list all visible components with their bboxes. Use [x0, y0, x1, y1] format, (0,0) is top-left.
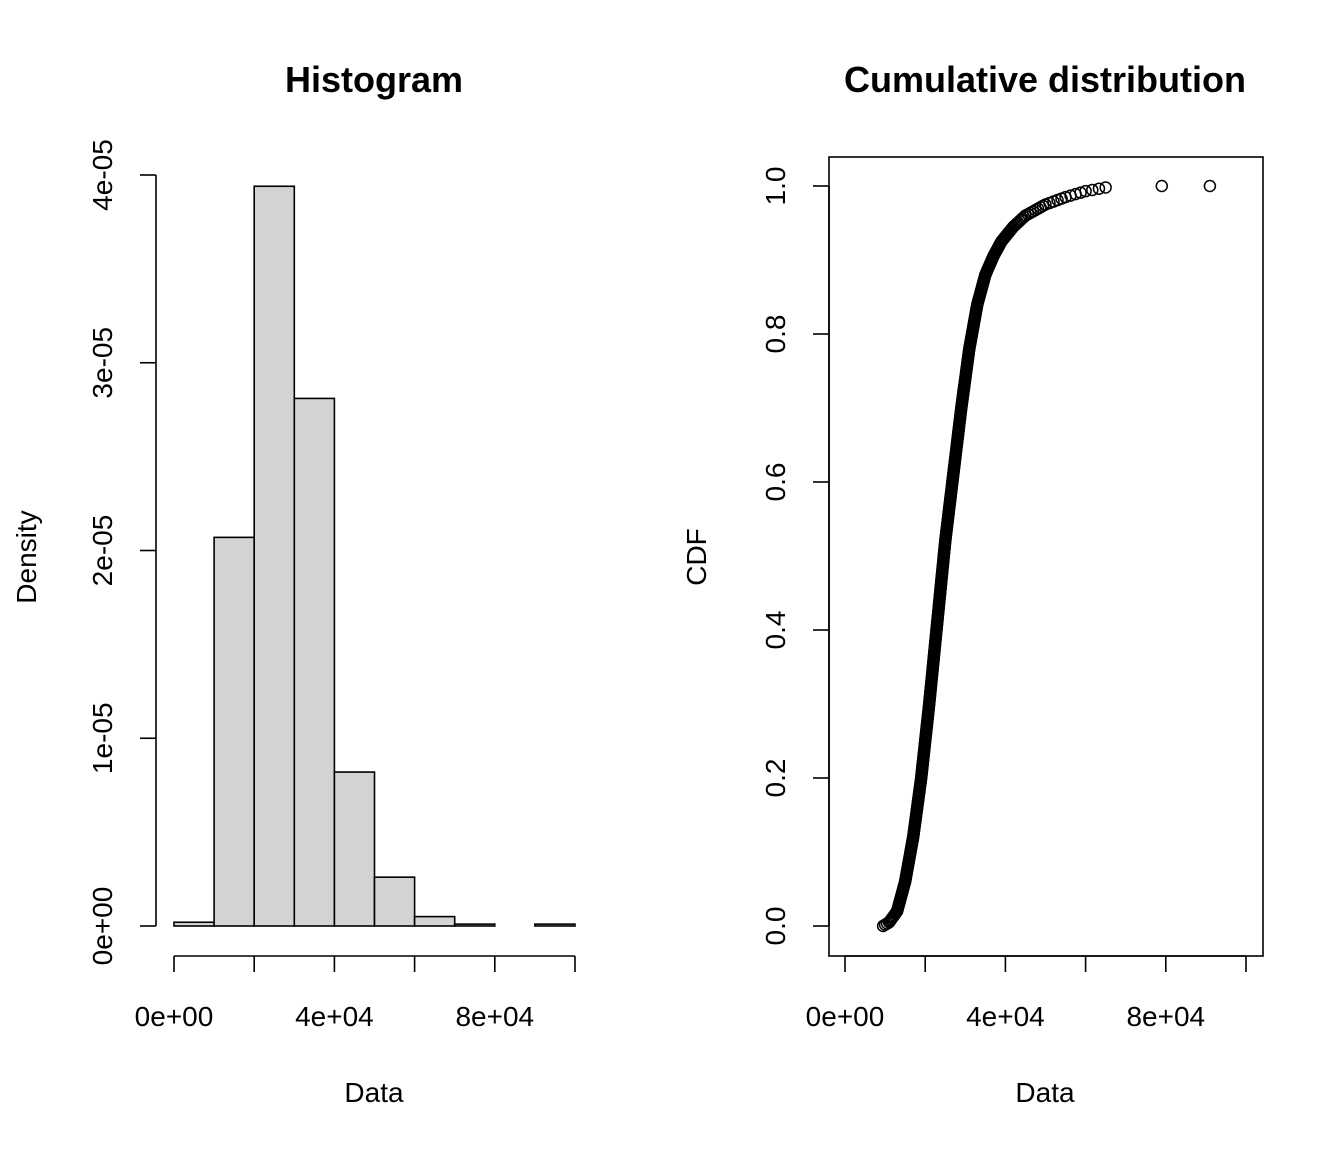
histogram-bar	[293, 397, 336, 927]
histogram-x-tick-label: 4e+04	[295, 1001, 374, 1032]
cdf-y-tick-label: 0.2	[760, 759, 791, 798]
cdf-plot-frame	[828, 156, 1264, 957]
cdf-x-tick-label: 8e+04	[1126, 1001, 1205, 1032]
histogram-x-tick-label: 0e+00	[135, 1001, 214, 1032]
cdf-y-tick-label: 1.0	[760, 167, 791, 206]
histogram-bars	[173, 185, 576, 927]
histogram-x-axis: 0e+00 4e+04 8e+04	[135, 955, 576, 1032]
histogram-bar	[333, 771, 376, 927]
cdf-title: Cumulative distribution	[844, 59, 1246, 100]
histogram-bar	[173, 921, 215, 927]
histogram-y-tick-label: 4e-05	[87, 139, 118, 211]
cdf-y-tick-label: 0.8	[760, 315, 791, 354]
cdf-point	[1086, 183, 1099, 197]
histogram-title: Histogram	[285, 59, 463, 100]
histogram-bar	[213, 536, 256, 927]
histogram-y-axis: 0e+00 1e-05 2e-05 3e-05 4e-05	[87, 139, 157, 966]
histogram-y-axis-label: Density	[11, 510, 42, 603]
histogram-panel: Histogram Data Density 0e+00 4e+04 8e+04 0…	[11, 59, 576, 1108]
cdf-y-tick-label: 0.0	[760, 907, 791, 946]
histogram-x-axis-label: Data	[344, 1077, 404, 1108]
histogram-bar	[453, 923, 496, 927]
cdf-point	[1155, 179, 1169, 193]
cdf-y-axis: 0.0 0.2 0.4 0.6 0.8 1.0	[760, 167, 830, 946]
cdf-x-tick-label: 4e+04	[966, 1001, 1045, 1032]
histogram-y-tick-label: 3e-05	[87, 327, 118, 399]
cdf-point	[1203, 179, 1217, 193]
cdf-point	[1092, 182, 1106, 195]
cdf-y-tick-label: 0.4	[760, 611, 791, 650]
histogram-y-tick-label: 0e+00	[87, 887, 118, 966]
cdf-y-axis-label: CDF	[681, 528, 712, 586]
cdf-x-axis: 0e+00 4e+04 8e+04	[806, 955, 1247, 1032]
cdf-point	[1079, 184, 1092, 198]
histogram-y-tick-label: 2e-05	[87, 515, 118, 587]
cdf-panel: Cumulative distribution Data CDF 0e+00 4e…	[681, 59, 1264, 1108]
cdf-x-axis-label: Data	[1015, 1077, 1075, 1108]
cdf-point	[1074, 186, 1087, 199]
cdf-y-tick-label: 0.6	[760, 463, 791, 502]
histogram-bar	[534, 923, 576, 927]
histogram-bar	[253, 185, 296, 927]
histogram-y-tick-label: 1e-05	[87, 702, 118, 774]
cdf-point	[1099, 181, 1112, 194]
cdf-x-tick-label: 0e+00	[806, 1001, 885, 1032]
histogram-bar	[373, 876, 416, 927]
histogram-x-tick-label: 8e+04	[455, 1001, 534, 1032]
cdf-points	[876, 179, 1217, 933]
histogram-bar	[413, 915, 456, 927]
